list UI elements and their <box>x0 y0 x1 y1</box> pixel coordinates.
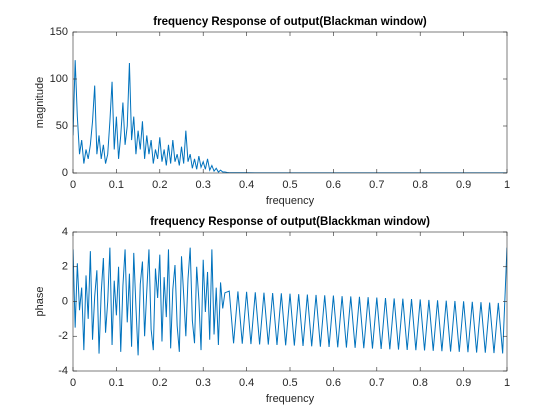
y-tick-label: 0 <box>62 167 68 179</box>
x-tick-label: 0.2 <box>152 179 167 191</box>
x-tick-label: 0.5 <box>282 377 297 389</box>
y-tick-label: 100 <box>50 73 68 85</box>
data-line <box>73 60 507 173</box>
x-tick-label: 0.3 <box>196 179 211 191</box>
plot-area <box>73 232 507 371</box>
x-tick-label: 0.1 <box>109 377 124 389</box>
x-tick-label: 0.9 <box>456 377 471 389</box>
plot-area <box>73 32 507 173</box>
chart-title: frequency Response of output(Blackman wi… <box>153 16 427 28</box>
y-tick-label: 4 <box>62 226 68 238</box>
y-tick-label: 50 <box>56 120 68 132</box>
x-tick-label: 0.9 <box>456 179 471 191</box>
x-tick-label: 0.5 <box>282 179 297 191</box>
x-tick-label: 0.2 <box>152 377 167 389</box>
x-tick-label: 0 <box>70 179 76 191</box>
x-tick-label: 0.1 <box>109 179 124 191</box>
y-tick-label: 0 <box>62 295 68 307</box>
chart-title: frequency Response of output(Blackkman w… <box>150 216 430 228</box>
x-tick-label: 0.4 <box>239 179 254 191</box>
x-tick-label: 0.8 <box>413 179 428 191</box>
data-line <box>73 247 507 356</box>
x-tick-label: 0.6 <box>326 377 341 389</box>
y-tick-label: -4 <box>58 365 68 377</box>
x-axis-label: frequency <box>266 393 315 405</box>
y-axis-label: phase <box>34 287 46 317</box>
y-axis-label: magnitude <box>34 77 46 128</box>
y-tick-label: -2 <box>58 330 68 342</box>
x-tick-label: 0.8 <box>413 377 428 389</box>
x-axis-label: frequency <box>266 195 315 207</box>
x-tick-label: 1 <box>504 179 510 191</box>
x-tick-label: 0.4 <box>239 377 254 389</box>
x-tick-label: 0.7 <box>369 377 384 389</box>
y-tick-label: 2 <box>62 261 68 273</box>
y-tick-label: 150 <box>50 26 68 38</box>
x-tick-label: 1 <box>504 377 510 389</box>
x-tick-label: 0.7 <box>369 179 384 191</box>
x-tick-label: 0.6 <box>326 179 341 191</box>
x-tick-label: 0.3 <box>196 377 211 389</box>
x-tick-label: 0 <box>70 377 76 389</box>
